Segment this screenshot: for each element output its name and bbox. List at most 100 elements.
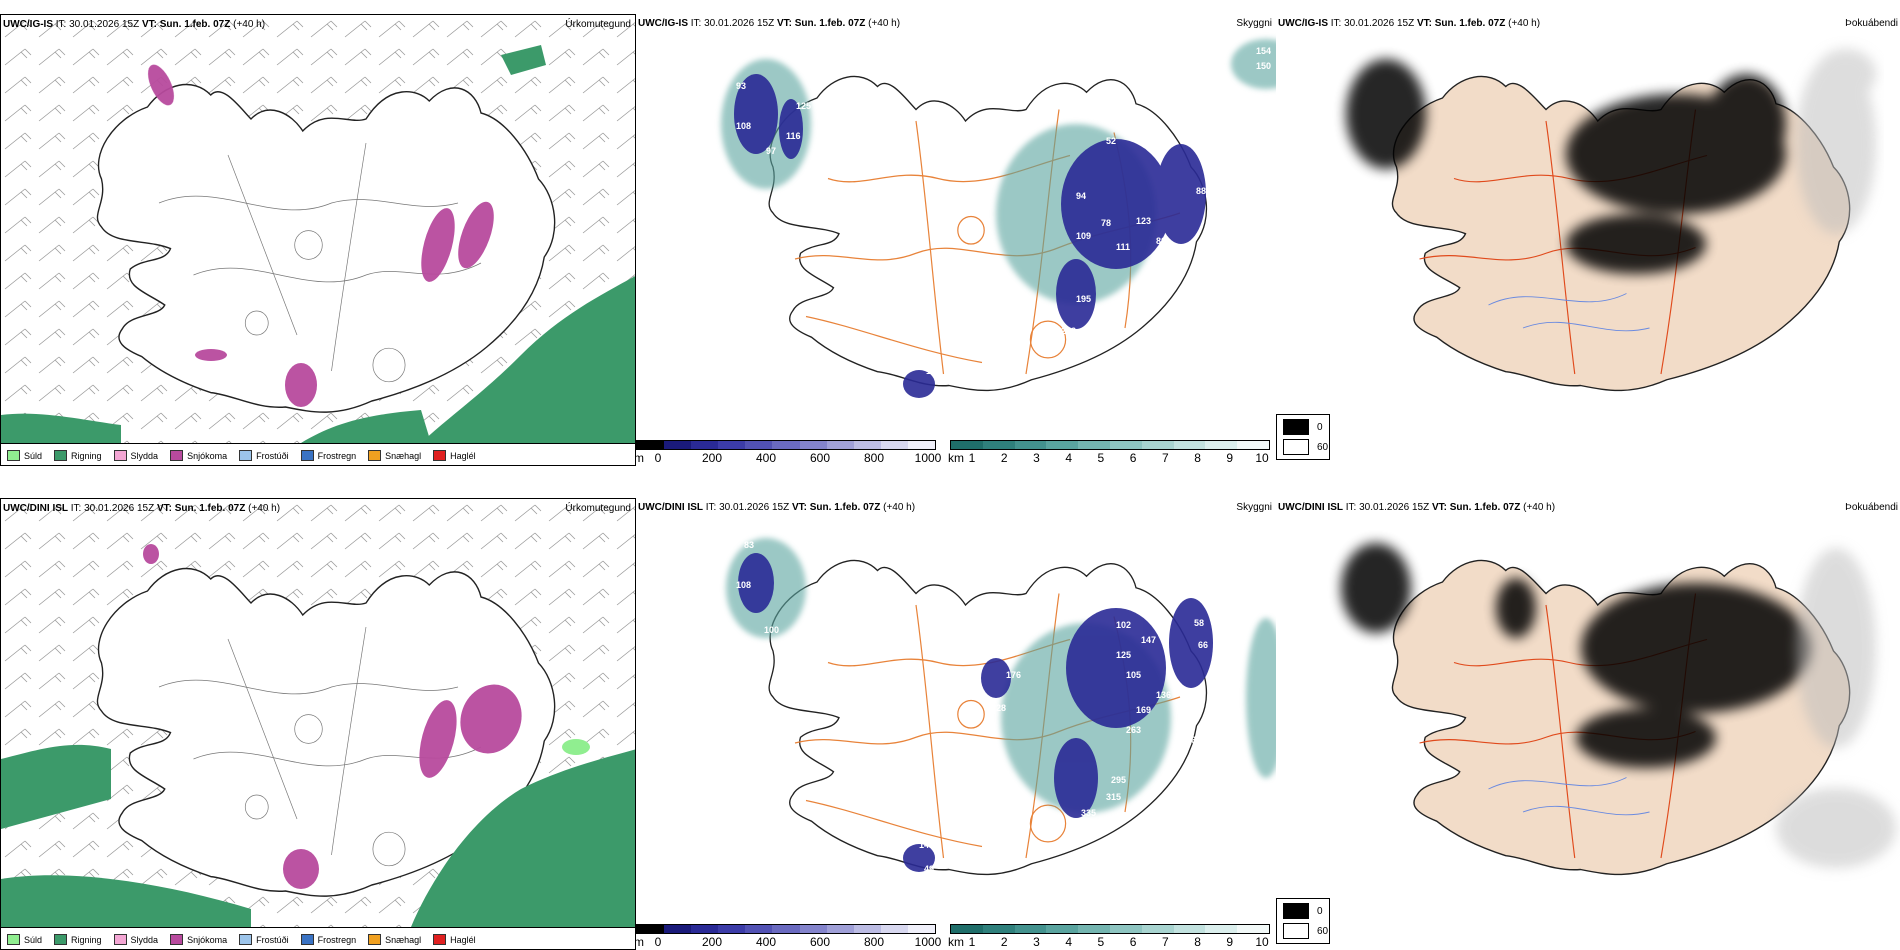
cloud-base-label: 105: [1211, 201, 1226, 211]
scale-tick-label: 10: [1255, 451, 1269, 465]
legend-label: Haglél: [450, 450, 476, 461]
cloud-base-label: 105: [1126, 670, 1141, 680]
legend-swatch: [300, 450, 314, 461]
legend-item: Slydda: [113, 934, 159, 945]
scale-tick-label: 5: [1097, 935, 1105, 949]
cloud-base-label: 109: [1076, 231, 1091, 241]
legend-item: Haglél: [433, 934, 476, 945]
fog-key-row: 60: [1283, 439, 1328, 455]
fog-panel-row2: UWC/DINI ISL IT: 30.01.2026 15Z VT: Sun.…: [1276, 498, 1900, 950]
cloud-visibility-panel-row2: UWC/DINI ISL IT: 30.01.2026 15Z VT: Sun.…: [636, 498, 1276, 950]
panel-title: UWC/DINI ISL IT: 30.01.2026 15Z VT: Sun.…: [3, 503, 281, 514]
legend-swatch: [433, 450, 447, 461]
scale-swatch: [982, 925, 1015, 933]
low-cloud-areas: [738, 553, 1213, 872]
cloud-base-label: 125: [1116, 650, 1131, 660]
scale-unit: km: [948, 935, 964, 949]
legend-label: Súld: [24, 450, 43, 461]
scale-swatch: [951, 441, 983, 449]
cloud-map: 83 108 100 176 128 102 58 66 147 125 105 136 169 263 2…: [726, 538, 1276, 876]
legend-item: Snjókoma: [170, 934, 227, 945]
panel-variable-name: Þokuábendi: [1845, 502, 1898, 513]
scale-swatch: [853, 925, 881, 933]
scale-tick-label: 7: [1161, 935, 1169, 949]
scale-swatch: [691, 925, 719, 933]
cloud-base-label: 97: [766, 146, 776, 156]
scale-swatch: [1109, 441, 1142, 449]
legend-item: Snæhagl: [368, 934, 421, 945]
scale-tick-label: 600: [809, 935, 831, 949]
cloud-base-label: 83: [744, 540, 754, 550]
fog-map: [1346, 49, 1876, 392]
scale-swatch: [1141, 441, 1174, 449]
legend-swatch: [433, 934, 447, 945]
cloud-base-label: 102: [1116, 620, 1131, 630]
visibility-scale: km 1 2 3 4 5 6 7 8 9 10: [948, 924, 1270, 949]
scale-swatch: [718, 925, 746, 933]
legend-swatch: [7, 934, 20, 945]
cloud-base-label: 128: [991, 703, 1006, 713]
scale-swatch: [826, 925, 854, 933]
legend-label: Frostregn: [317, 934, 357, 945]
legend-swatch: [368, 450, 382, 461]
cloud-base-scale: m 0 200 400 600 800 1000: [636, 924, 941, 949]
legend-swatch: [54, 934, 68, 945]
visibility-scale: km 1 2 3 4 5 6 7 8 9 10: [948, 440, 1270, 465]
scale-swatch: [982, 441, 1015, 449]
legend-item: Frostúði: [239, 934, 289, 945]
cloud-base-label: 108: [736, 121, 751, 131]
scale-swatch: [1078, 925, 1110, 933]
scale-swatch: [1046, 441, 1079, 449]
panel-variable-name: Þokuábendi: [1845, 18, 1898, 29]
cloud-base-label: 66: [1198, 640, 1208, 650]
panel-title: UWC/IG-IS IT: 30.01.2026 15Z VT: Sun. 1.…: [638, 18, 901, 29]
scale-swatch: [826, 441, 854, 449]
legend-label: Slydda: [130, 934, 159, 945]
cloud-base-label: 93: [736, 81, 746, 91]
panel-variable-name: Úrkomutegund: [565, 19, 631, 30]
legend-swatch: [7, 450, 20, 461]
scale-tick-label: 200: [701, 451, 723, 465]
legend-label: Haglél: [450, 934, 476, 945]
legend-item: Haglél: [433, 450, 476, 461]
legend-swatch: [300, 934, 314, 945]
legend-swatch: [113, 934, 127, 945]
scale-tick-label: 2: [1000, 935, 1008, 949]
fog-key-label: 0: [1317, 905, 1323, 917]
scale-tick-label: 3: [1033, 935, 1040, 949]
scale-swatch: [1109, 925, 1142, 933]
cloud-base-label: 272: [1076, 336, 1091, 346]
fog-key-row: 0: [1283, 903, 1323, 919]
cloud-base-label: 78: [1101, 218, 1111, 228]
fog-panel-row1: UWC/IG-IS IT: 30.01.2026 15Z VT: Sun. 1.…: [1276, 14, 1900, 466]
legend-swatch: [170, 450, 184, 461]
rain-areas: [1, 45, 635, 443]
legend-item: Snjókoma: [170, 450, 227, 461]
cloud-base-label: 195: [1076, 294, 1091, 304]
fog-key-label: 60: [1317, 925, 1329, 937]
scale-tick-label: 10: [1255, 935, 1269, 949]
scale-colorbar: [950, 440, 1270, 450]
scale-tick-label: 4: [1065, 451, 1072, 465]
scale-swatch: [1046, 925, 1079, 933]
cloud-base-label: 52: [1106, 136, 1116, 146]
scale-tick-label: 4: [1065, 935, 1072, 949]
scale-swatch: [907, 925, 936, 933]
precip-map: [1, 15, 635, 443]
scale-swatch: [951, 925, 983, 933]
scale-tick-label: 600: [809, 451, 831, 465]
cloud-base-labels: 93 108 116 125 97 94 109 78 111 123 80 88 105 52 145 19…: [736, 46, 1271, 404]
scale-tick-label: 1: [968, 451, 976, 465]
scale-colorbar: [636, 440, 936, 450]
scale-tick-label: 1: [968, 935, 976, 949]
scale-tick-label: 400: [755, 935, 777, 949]
legend-swatch: [113, 450, 127, 461]
scale-tick-label: 0: [654, 935, 662, 949]
fog-key-row: 0: [1283, 419, 1323, 435]
legend-label: Snjókoma: [187, 934, 228, 945]
legend-label: Frostregn: [317, 450, 357, 461]
cloud-base-label: 263: [1126, 725, 1141, 735]
cloud-base-label: 176: [1006, 670, 1021, 680]
scale-tick-label: 1000: [914, 935, 942, 949]
legend-swatch: [54, 450, 68, 461]
